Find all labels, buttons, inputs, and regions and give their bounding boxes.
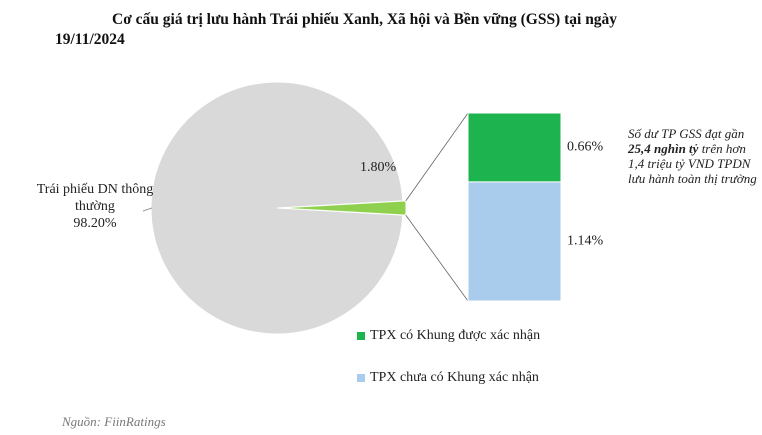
pie-slice [279,200,407,216]
bar-value: 0.66% [567,140,604,155]
bar-segment [467,181,562,302]
connector [405,214,469,302]
bar-segment [467,112,562,183]
legend-swatch [357,374,365,382]
slice-value: 98.20% [73,216,117,231]
chart-title: Cơ cấu giá trị lưu hành Trái phiếu Xanh,… [55,11,618,48]
legend-label: TPX chưa có Khung xác nhận [370,370,539,385]
legend-swatch [357,332,365,340]
slice-value: 1.80% [360,160,397,175]
annotation-bold: 25,4 nghìn tỷ [628,141,699,156]
slice-name: Trái phiếu DN thông thường [36,182,154,214]
leader-line [142,207,153,212]
bar-value: 1.14% [567,234,604,249]
annotation-text: trên hơn 1,4 triệu tỷ VND TPDN lưu hành … [628,141,757,186]
slice-label: Trái phiếu DN thông thường 98.20% [30,181,160,232]
annotation-text: Số dư TP GSS đạt gần [628,126,745,141]
connector [405,112,469,202]
source: Nguồn: FiinRatings [62,414,166,429]
legend-label: TPX có Khung được xác nhận [370,328,540,343]
annotation: Số dư TP GSS đạt gần 25,4 nghìn tỷ trên … [628,126,758,186]
